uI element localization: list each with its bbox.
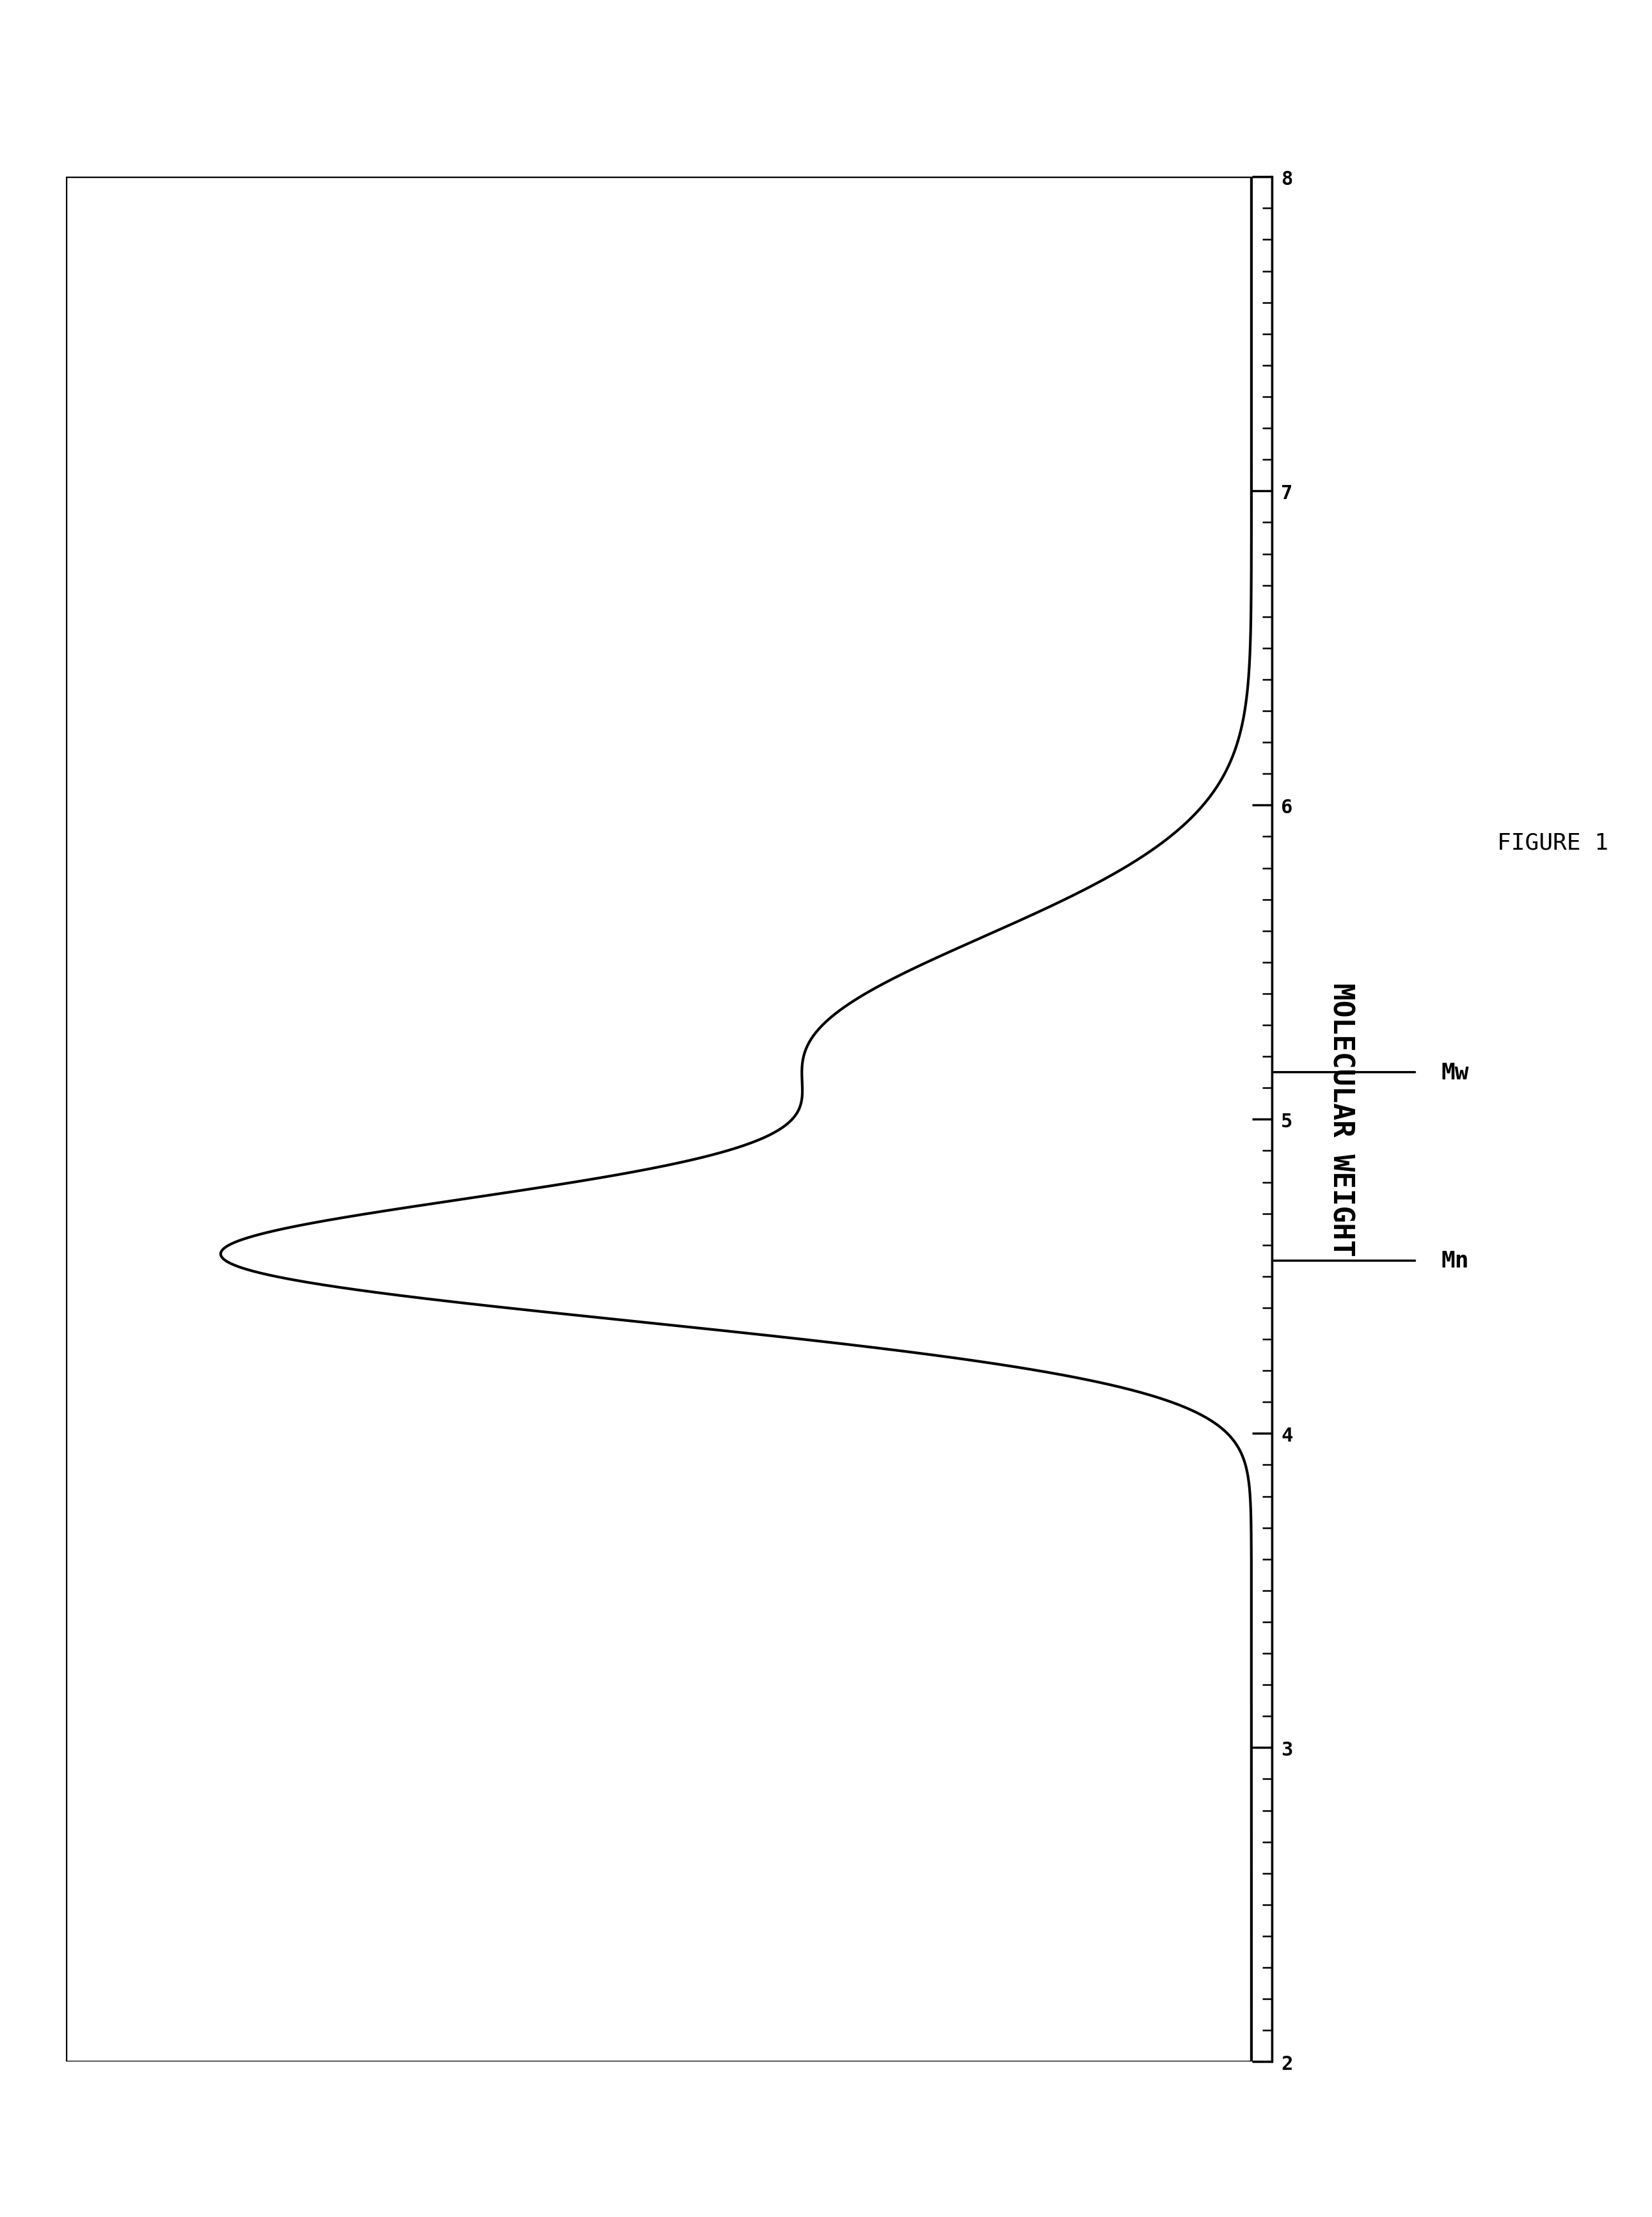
Text: Mn: Mn [1441,1250,1469,1273]
Text: Mw: Mw [1441,1062,1469,1084]
Y-axis label: MOLECULAR WEIGHT: MOLECULAR WEIGHT [1327,982,1355,1257]
Text: FIGURE 1: FIGURE 1 [1497,831,1609,854]
Bar [66,177,1272,2062]
